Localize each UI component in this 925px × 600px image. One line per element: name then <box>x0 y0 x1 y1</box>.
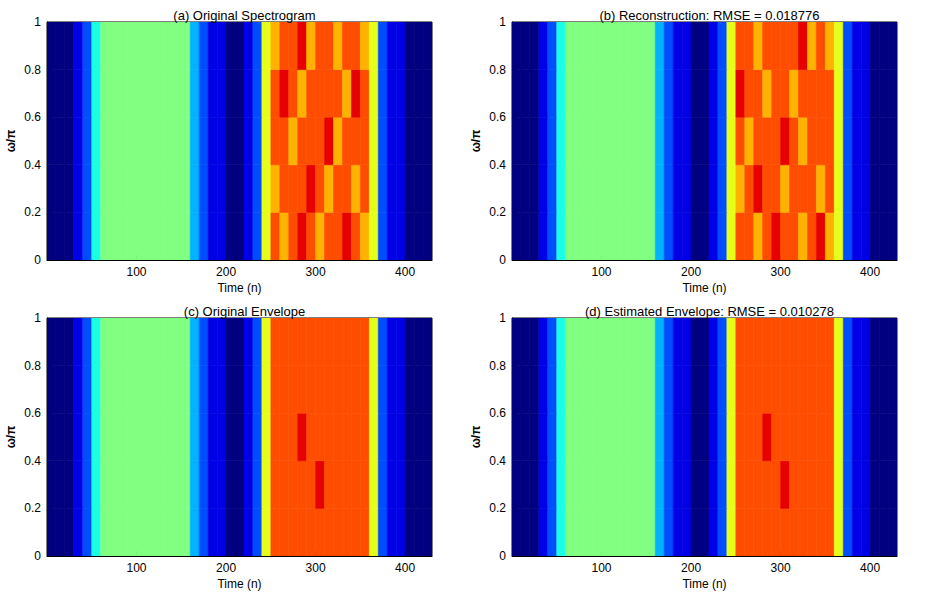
svg-text:Time (n): Time (n) <box>682 281 726 295</box>
svg-text:0.6: 0.6 <box>489 110 506 124</box>
svg-text:ω/π: ω/π <box>469 130 483 153</box>
svg-text:400: 400 <box>860 561 880 575</box>
svg-text:1: 1 <box>34 15 41 29</box>
svg-text:0.8: 0.8 <box>24 359 41 373</box>
svg-text:200: 200 <box>681 265 701 279</box>
svg-text:(b) Reconstruction: RMSE = 0.0: (b) Reconstruction: RMSE = 0.018776 <box>599 8 819 23</box>
svg-text:ω/π: ω/π <box>4 130 18 153</box>
svg-text:0.6: 0.6 <box>489 406 506 420</box>
svg-text:0.4: 0.4 <box>489 454 506 468</box>
svg-text:(d) Estimated Envelope: RMSE =: (d) Estimated Envelope: RMSE = 0.010278 <box>585 304 834 319</box>
svg-text:400: 400 <box>860 265 880 279</box>
svg-text:100: 100 <box>592 265 612 279</box>
svg-text:(c) Original Envelope: (c) Original Envelope <box>184 304 305 319</box>
svg-text:0.4: 0.4 <box>24 158 41 172</box>
svg-text:0.8: 0.8 <box>489 359 506 373</box>
svg-text:200: 200 <box>681 561 701 575</box>
svg-text:0.2: 0.2 <box>24 205 41 219</box>
svg-text:0.8: 0.8 <box>24 63 41 77</box>
svg-text:400: 400 <box>395 561 415 575</box>
svg-text:0.8: 0.8 <box>489 63 506 77</box>
svg-text:1: 1 <box>499 311 506 325</box>
svg-text:Time (n): Time (n) <box>682 577 726 591</box>
svg-text:(a) Original Spectrogram: (a) Original Spectrogram <box>173 8 315 23</box>
svg-text:0: 0 <box>34 549 41 563</box>
svg-text:0.2: 0.2 <box>24 501 41 515</box>
svg-text:0.2: 0.2 <box>489 205 506 219</box>
svg-text:0.4: 0.4 <box>24 454 41 468</box>
svg-text:300: 300 <box>306 265 326 279</box>
svg-text:1: 1 <box>34 311 41 325</box>
svg-text:0: 0 <box>499 253 506 267</box>
svg-text:100: 100 <box>127 561 147 575</box>
svg-text:0.4: 0.4 <box>489 158 506 172</box>
svg-text:300: 300 <box>306 561 326 575</box>
svg-text:0: 0 <box>499 549 506 563</box>
svg-text:200: 200 <box>216 265 236 279</box>
svg-text:100: 100 <box>592 561 612 575</box>
svg-text:Time (n): Time (n) <box>217 577 261 591</box>
svg-text:Time (n): Time (n) <box>217 281 261 295</box>
svg-text:0.6: 0.6 <box>24 110 41 124</box>
svg-text:0.2: 0.2 <box>489 501 506 515</box>
svg-text:ω/π: ω/π <box>4 426 18 449</box>
svg-text:300: 300 <box>771 265 791 279</box>
svg-text:ω/π: ω/π <box>469 426 483 449</box>
svg-text:0: 0 <box>34 253 41 267</box>
svg-text:100: 100 <box>127 265 147 279</box>
svg-text:0.6: 0.6 <box>24 406 41 420</box>
svg-text:200: 200 <box>216 561 236 575</box>
svg-text:1: 1 <box>499 15 506 29</box>
svg-text:300: 300 <box>771 561 791 575</box>
svg-text:400: 400 <box>395 265 415 279</box>
